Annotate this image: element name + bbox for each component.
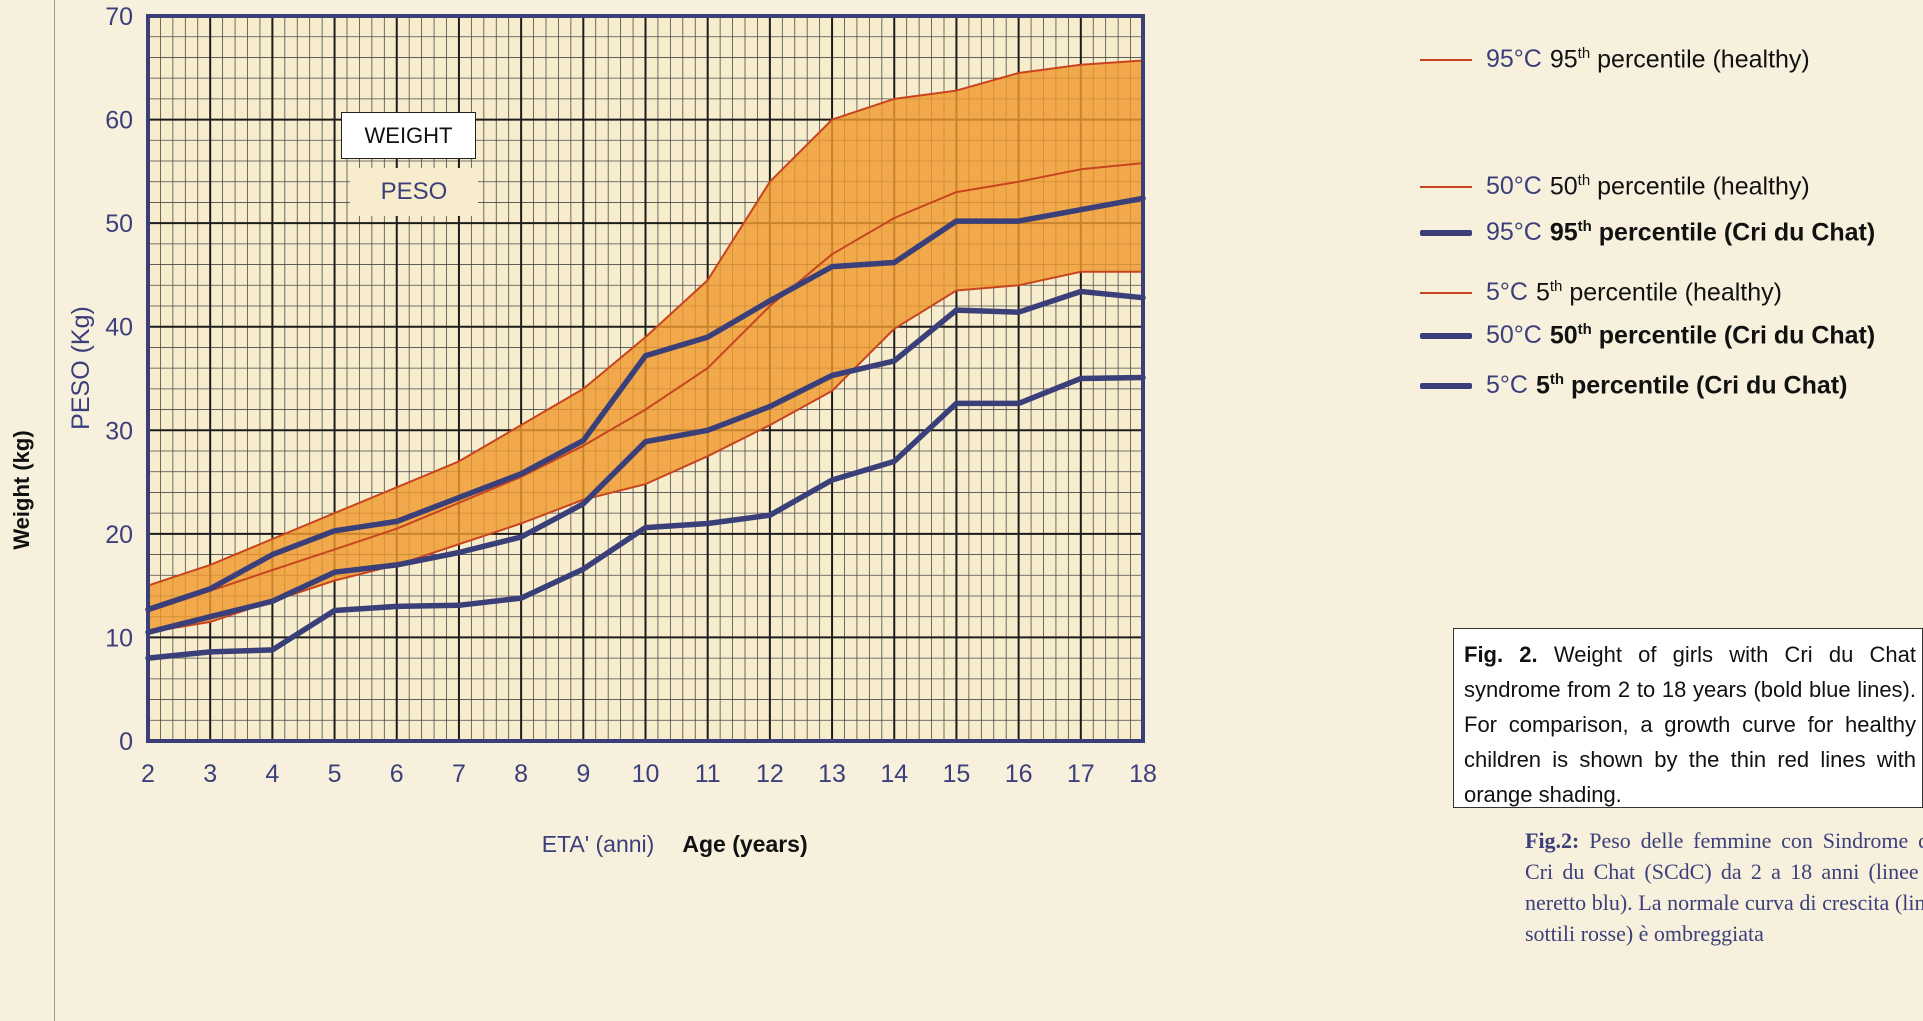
x-tick-label: 4: [265, 760, 279, 788]
legend-label: 5th percentile (Cri du Chat): [1536, 371, 1847, 400]
legend-percentile: 95: [1549, 218, 1578, 247]
y-tick-label: 30: [105, 417, 133, 445]
x-tick-label: 2: [141, 760, 155, 788]
y-tick-labels: 0 10 20 30 40 50 60 70: [105, 3, 133, 756]
x-tick-labels: 2 3 4 5 6 7 8 9 10 11 12 13 14 15 16 17 18: [141, 760, 1157, 788]
legend-text: percentile (Cri du Chat): [1591, 321, 1876, 350]
x-tick-label: 17: [1067, 760, 1095, 788]
x-tick-label: 8: [514, 760, 528, 788]
legend-text: percentile (healthy): [1590, 45, 1810, 74]
series-line-95th-percentile-cri-du-chat: [145, 195, 1146, 613]
y-tick-label: 60: [105, 107, 133, 135]
legend-item: 95°C 95th percentile (healthy): [1420, 45, 1810, 74]
legend-text: percentile (healthy): [1562, 278, 1782, 307]
legend-superscript: th: [1549, 371, 1565, 388]
legend-label: 50th percentile (healthy): [1550, 172, 1810, 201]
legend-swatch: [1420, 229, 1472, 236]
x-tick-label: 7: [452, 760, 466, 788]
x-tick-label: 5: [328, 760, 342, 788]
legend-superscript: th: [1577, 321, 1592, 338]
legend-code: 5°C: [1486, 371, 1528, 400]
y-tick-label: 20: [105, 521, 133, 549]
x-axis-label-en: Age (years): [682, 831, 807, 857]
page-margin-line: [54, 0, 55, 1021]
legend-percentile: 5: [1535, 278, 1550, 307]
series-line-50th-percentile-cri-du-chat: [145, 288, 1146, 636]
series-layer: [145, 59, 1146, 661]
legend-text: percentile (Cri du Chat): [1564, 371, 1848, 400]
legend-item: 5°C 5th percentile (Cri du Chat): [1420, 371, 1847, 400]
x-tick-label: 10: [632, 760, 660, 788]
weight-box: WEIGHT: [341, 112, 476, 159]
legend-percentile: 95: [1549, 45, 1578, 74]
y-tick-label: 0: [119, 728, 133, 756]
italian-caption-label: Fig.2:: [1525, 828, 1580, 853]
x-tick-label: 16: [1005, 760, 1033, 788]
legend-swatch: [1420, 58, 1472, 61]
y-tick-label: 70: [105, 3, 133, 31]
x-tick-label: 12: [756, 760, 784, 788]
legend-percentile: 50: [1549, 172, 1578, 201]
legend-item: 50°C 50th percentile (healthy): [1420, 172, 1810, 201]
legend-percentile: 5: [1535, 371, 1550, 400]
legend-label: 95th percentile (Cri du Chat): [1550, 218, 1875, 247]
legend-text: percentile (Cri du Chat): [1591, 218, 1876, 247]
legend-code: 50°C: [1486, 321, 1542, 350]
legend-percentile: 50: [1549, 321, 1578, 350]
series-line-95th-percentile-healthy: [147, 59, 1144, 587]
legend-label: 50th percentile (Cri du Chat): [1550, 321, 1875, 350]
plot-frame: [146, 14, 1145, 743]
x-tick-label: 15: [943, 760, 971, 788]
legend-label: 95th percentile (healthy): [1550, 45, 1810, 74]
legend-item: 5°C 5th percentile (healthy): [1420, 278, 1782, 307]
legend-item: 50°C 50th percentile (Cri du Chat): [1420, 321, 1875, 350]
x-tick-label: 14: [880, 760, 908, 788]
series-line-50th-percentile-healthy: [147, 162, 1144, 613]
y-axis-label: PESO (Kg): [67, 306, 95, 430]
y-tick-label: 10: [105, 624, 133, 652]
legend-swatch: [1420, 185, 1472, 188]
x-tick-label: 18: [1129, 760, 1157, 788]
x-tick-label: 3: [203, 760, 217, 788]
x-axis-label: ETA' (anni): [542, 831, 655, 857]
legend-swatch: [1420, 291, 1472, 294]
x-tick-label: 13: [818, 760, 846, 788]
x-tick-label: 11: [695, 760, 721, 788]
legend-swatch: [1420, 332, 1472, 339]
legend-superscript: th: [1577, 218, 1592, 235]
peso-box: PESO: [350, 168, 478, 216]
italian-caption: Fig.2: Peso delle femmine con Sindrome d…: [1525, 825, 1923, 1021]
legend-code: 95°C: [1486, 45, 1542, 74]
caption-text: Weight of girls with Cri du Chat syndrom…: [1464, 642, 1916, 807]
y-tick-label: 50: [105, 210, 133, 238]
legend-superscript: th: [1577, 172, 1591, 189]
y-tick-label: 40: [105, 314, 133, 342]
legend-code: 95°C: [1486, 218, 1542, 247]
legend-superscript: th: [1577, 45, 1591, 62]
series-line-5th-percentile-healthy: [147, 270, 1144, 634]
legend-swatch: [1420, 382, 1472, 389]
legend-text: percentile (healthy): [1590, 172, 1810, 201]
legend-item: 95°C 95th percentile (Cri du Chat): [1420, 218, 1875, 247]
x-tick-label: 9: [576, 760, 590, 788]
legend-code: 5°C: [1486, 278, 1528, 307]
italian-caption-text: Peso delle femmine con Sindrome del Cri …: [1525, 828, 1923, 946]
figure-caption: Fig. 2. Weight of girls with Cri du Chat…: [1453, 628, 1923, 808]
legend-code: 50°C: [1486, 172, 1542, 201]
legend-superscript: th: [1549, 278, 1563, 295]
legend-label: 5th percentile (healthy): [1536, 278, 1782, 307]
caption-label: Fig. 2.: [1464, 642, 1538, 667]
healthy-range-band: [148, 60, 1143, 633]
series-line-5th-percentile-cri-du-chat: [145, 374, 1146, 661]
x-tick-label: 6: [390, 760, 404, 788]
